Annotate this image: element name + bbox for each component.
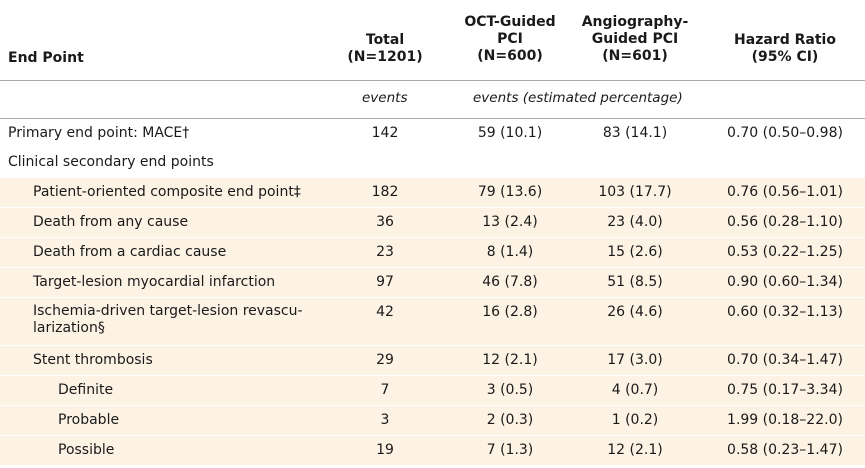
table-row: Primary end point: MACE† 142 59 (10.1) 8…	[0, 118, 865, 148]
cell-hr: 1.99 (0.18–22.0)	[727, 412, 843, 428]
cell-angio: 1 (0.2)	[611, 412, 659, 428]
row-label: Death from a cardiac cause	[33, 244, 227, 260]
cell-angio: 17 (3.0)	[607, 352, 663, 368]
cell-angio: 4 (0.7)	[611, 382, 659, 398]
cell-angio: 51 (8.5)	[607, 274, 663, 290]
table-row: Definite 7 3 (0.5) 4 (0.7) 0.75 (0.17–3.…	[0, 376, 865, 406]
row-label: Primary end point: MACE†	[8, 125, 190, 141]
cell-oct: 13 (2.4)	[482, 214, 538, 230]
header-end-point: End Point	[8, 50, 84, 66]
table-row: Patient-oriented composite end point‡ 18…	[0, 178, 865, 208]
header-angiography-guided: Angiography- Guided PCI (N=601)	[581, 14, 689, 64]
cell-hr: 0.58 (0.23–1.47)	[727, 442, 843, 458]
cell-total: 42	[376, 304, 394, 320]
cell-hr: 0.70 (0.50–0.98)	[727, 125, 843, 141]
cell-angio: 103 (17.7)	[598, 184, 672, 200]
row-label: Death from any cause	[33, 214, 189, 230]
units-total: events	[362, 90, 408, 106]
header-oct-guided: OCT-Guided PCI (N=600)	[464, 14, 556, 64]
cell-total: 3	[380, 412, 390, 428]
row-label: Ischemia-driven target-lesion revascu- l…	[33, 303, 303, 336]
cell-angio: 83 (14.1)	[602, 125, 668, 141]
row-label: Target-lesion myocardial infarction	[33, 274, 276, 290]
cell-hr: 0.53 (0.22–1.25)	[727, 244, 843, 260]
table-row: Death from any cause 36 13 (2.4) 23 (4.0…	[0, 208, 865, 238]
cell-oct: 12 (2.1)	[482, 352, 538, 368]
row-label: Definite	[58, 382, 114, 398]
cell-oct: 8 (1.4)	[486, 244, 534, 260]
cell-total: 29	[376, 352, 394, 368]
units-groups: events (estimated percentage)	[473, 90, 683, 106]
table-row: Ischemia-driven target-lesion revascu- l…	[0, 298, 865, 346]
header-total: Total (N=1201)	[347, 32, 423, 65]
row-label: Stent thrombosis	[33, 352, 153, 368]
row-label: Patient-oriented composite end point‡	[33, 184, 301, 200]
cell-oct: 2 (0.3)	[486, 412, 534, 428]
cell-total: 97	[376, 274, 394, 290]
row-label: Clinical secondary end points	[8, 154, 214, 170]
cell-total: 19	[376, 442, 394, 458]
cell-total: 7	[380, 382, 390, 398]
header-hazard-ratio: Hazard Ratio (95% CI)	[734, 32, 836, 65]
cell-hr: 0.75 (0.17–3.34)	[727, 382, 843, 398]
cell-oct: 79 (13.6)	[477, 184, 543, 200]
table-row: Death from a cardiac cause 23 8 (1.4) 15…	[0, 238, 865, 268]
table-row: Target-lesion myocardial infarction 97 4…	[0, 268, 865, 298]
cell-angio: 15 (2.6)	[607, 244, 663, 260]
row-label: Probable	[58, 412, 120, 428]
table-row: Clinical secondary end points	[0, 148, 865, 178]
cell-hr: 0.70 (0.34–1.47)	[727, 352, 843, 368]
cell-hr: 0.76 (0.56–1.01)	[727, 184, 843, 200]
cell-hr: 0.56 (0.28–1.10)	[727, 214, 843, 230]
units-row: events events (estimated percentage)	[0, 80, 865, 118]
cell-angio: 26 (4.6)	[607, 304, 663, 320]
row-label: Possible	[58, 442, 115, 458]
cell-oct: 7 (1.3)	[486, 442, 534, 458]
cell-hr: 0.60 (0.32–1.13)	[727, 304, 843, 320]
table-row: Possible 19 7 (1.3) 12 (2.1) 0.58 (0.23–…	[0, 436, 865, 466]
table-header: End Point Total (N=1201) OCT-Guided PCI …	[0, 0, 865, 81]
cell-angio: 23 (4.0)	[607, 214, 663, 230]
cell-oct: 59 (10.1)	[477, 125, 543, 141]
cell-oct: 16 (2.8)	[482, 304, 538, 320]
cell-total: 142	[371, 125, 399, 141]
cell-oct: 3 (0.5)	[486, 382, 534, 398]
cell-total: 36	[376, 214, 394, 230]
cell-hr: 0.90 (0.60–1.34)	[727, 274, 843, 290]
table-row: Stent thrombosis 29 12 (2.1) 17 (3.0) 0.…	[0, 346, 865, 376]
table-body: Primary end point: MACE† 142 59 (10.1) 8…	[0, 118, 865, 466]
cell-total: 182	[371, 184, 399, 200]
cell-total: 23	[376, 244, 394, 260]
table-row: Probable 3 2 (0.3) 1 (0.2) 1.99 (0.18–22…	[0, 406, 865, 436]
cell-angio: 12 (2.1)	[607, 442, 663, 458]
cell-oct: 46 (7.8)	[482, 274, 538, 290]
